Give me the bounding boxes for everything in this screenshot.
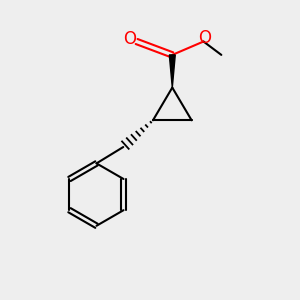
Polygon shape bbox=[169, 55, 175, 88]
Text: O: O bbox=[124, 30, 136, 48]
Text: O: O bbox=[198, 29, 211, 47]
